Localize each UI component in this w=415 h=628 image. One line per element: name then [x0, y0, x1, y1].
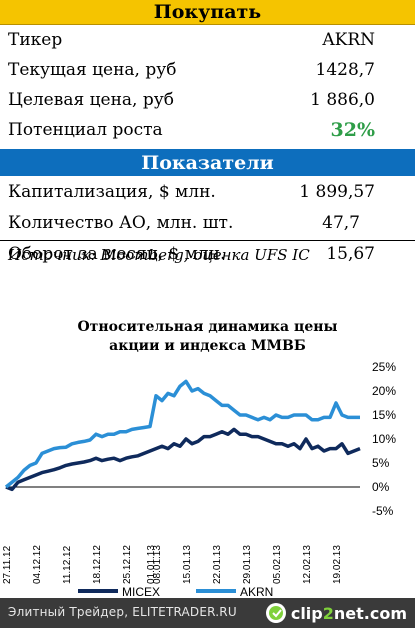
y-tick-label: 20% [372, 384, 396, 398]
clip2net-logo-text: clip2net.com [291, 604, 407, 623]
summary-key: Текущая цена, руб [8, 60, 177, 80]
indicators-header: Показатели [0, 149, 415, 176]
summary-table: Тикер AKRN Текущая цена, руб 1428,7 Целе… [0, 26, 415, 146]
indicator-value: 1 899,57 [299, 182, 375, 202]
indicator-key: Оборот за месяц, $ млн. [8, 244, 226, 264]
chart-title-line-2: акции и индекса ММВБ [109, 338, 306, 354]
x-tick-label: 11.12.12 [62, 545, 73, 584]
indicator-value: 47,7 [322, 213, 360, 233]
indicator-key: Капитализация, $ млн. [8, 182, 216, 202]
buy-recommendation-header: Покупать [0, 0, 415, 25]
chart-title-line-1: Относительная динамика цены [77, 319, 338, 335]
indicator-row-capitalization: Капитализация, $ млн. 1 899,57 [0, 178, 415, 209]
summary-value: 1 886,0 [310, 90, 375, 110]
summary-value: 1428,7 [315, 60, 375, 80]
x-tick-label: 25.12.12 [122, 545, 133, 584]
y-tick-label: 15% [372, 408, 396, 422]
x-tick-label: 22.01.13 [212, 545, 223, 584]
x-tick-label: 05.02.13 [272, 545, 283, 584]
x-tick-label: 08.01.13 [152, 545, 163, 584]
summary-value: AKRN [322, 30, 375, 50]
upside-value: 32% [330, 119, 376, 141]
x-tick-label: 15.01.13 [182, 545, 193, 584]
x-tick-label: 04.12.12 [32, 545, 43, 584]
series-line-akrn [4, 379, 360, 489]
indicators-table: Капитализация, $ млн. 1 899,57 Количеств… [0, 178, 415, 271]
clip2net-logo-icon [265, 603, 286, 623]
summary-key: Потенциал роста [8, 120, 163, 140]
logo-suffix: net.com [333, 603, 407, 623]
price-dynamics-chart: -5% 0% 5% 10% 15% 20% 25% 27.11.12 04.12.12 11.12… [2, 360, 396, 598]
footer-credit: Элитный Трейдер, ELITETRADER.RU [8, 605, 237, 619]
legend-label-akrn: AKRN [240, 585, 273, 598]
logo-num: 2 [322, 603, 334, 623]
summary-row-ticker: Тикер AKRN [0, 26, 415, 56]
x-tick-label: 29.01.13 [242, 545, 253, 584]
x-tick-label: 19.02.13 [332, 545, 343, 584]
logo-prefix: clip [290, 603, 323, 623]
y-tick-label: 0% [372, 480, 390, 494]
source-divider [0, 240, 415, 241]
x-tick-label: 18.12.12 [92, 545, 103, 584]
indicator-value: 15,67 [326, 244, 375, 264]
x-tick-label: 01.01.13 [146, 545, 157, 584]
x-tick-label: 12.02.13 [302, 545, 313, 584]
y-tick-label: 25% [372, 360, 396, 374]
summary-row-current-price: Текущая цена, руб 1428,7 [0, 56, 415, 86]
chart-title: Относительная динамика цены акции и инде… [0, 318, 415, 356]
x-tick-label: 27.11.12 [2, 545, 13, 584]
clip2net-logo: clip2net.com [265, 602, 407, 624]
summary-row-upside: Потенциал роста 32% [0, 116, 415, 146]
series-line-micex [5, 427, 361, 492]
y-tick-label: 5% [372, 456, 390, 470]
summary-key: Целевая цена, руб [8, 90, 174, 110]
indicator-row-shares: Количество АО, млн. шт. 47,7 [0, 209, 415, 240]
summary-row-target-price: Целевая цена, руб 1 886,0 [0, 86, 415, 116]
source-note: Источник: Bloomberg, оценка UFS IC [8, 246, 310, 264]
indicator-key: Количество АО, млн. шт. [8, 213, 234, 233]
y-tick-label: 10% [372, 432, 396, 446]
legend-label-micex: MICEX [122, 585, 160, 598]
y-tick-label: -5% [372, 504, 394, 518]
indicator-row-turnover: Оборот за месяц, $ млн. 15,67 [0, 240, 415, 271]
footer-bar: Элитный Трейдер, ELITETRADER.RU clip2net… [0, 598, 415, 628]
summary-key: Тикер [8, 30, 63, 50]
